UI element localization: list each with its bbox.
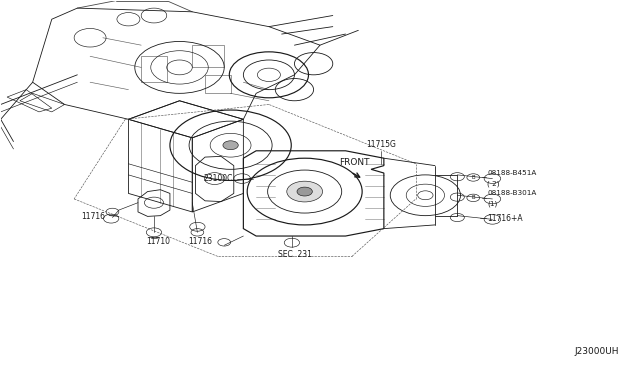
Text: 08188-B301A: 08188-B301A — [487, 190, 537, 196]
Text: J23000UH: J23000UH — [574, 347, 619, 356]
Text: 23100C: 23100C — [203, 174, 232, 183]
Text: SEC. 231: SEC. 231 — [278, 250, 312, 259]
Text: 08188-B451A: 08188-B451A — [487, 170, 537, 176]
Text: ( 2): ( 2) — [487, 180, 500, 187]
Text: 11716: 11716 — [81, 212, 105, 221]
Text: 11716+A: 11716+A — [487, 214, 523, 223]
Circle shape — [223, 141, 238, 150]
Text: 11716: 11716 — [188, 237, 212, 246]
Text: (1): (1) — [487, 201, 497, 207]
Text: 11715G: 11715G — [365, 140, 396, 149]
Circle shape — [297, 187, 312, 196]
Text: FRONT: FRONT — [339, 158, 370, 167]
Circle shape — [287, 181, 323, 202]
Text: B: B — [472, 175, 475, 180]
Text: B: B — [472, 195, 475, 201]
Text: 11710: 11710 — [147, 237, 170, 246]
